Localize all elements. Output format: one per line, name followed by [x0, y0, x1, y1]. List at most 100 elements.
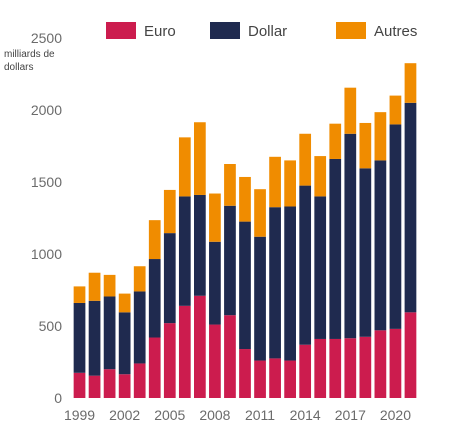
bar-stack-2016 [329, 123, 342, 398]
bar-dollar-2001 [103, 296, 116, 370]
bar-stack-1999 [73, 286, 86, 398]
y-tick-label: 2000 [31, 102, 62, 118]
bar-euro-2010 [239, 349, 251, 398]
x-tick-label: 2017 [335, 407, 366, 423]
bar-autres-2001 [103, 274, 116, 297]
bar-dollar-2005 [163, 233, 176, 324]
bar-euro-2008 [209, 324, 221, 398]
bar-autres-2012 [269, 156, 281, 208]
legend-label: Euro [144, 23, 176, 40]
legend-item-dollar: Dollar [210, 22, 287, 40]
bar-dollar-1999 [73, 302, 86, 373]
bar-dollar-2004 [148, 259, 161, 338]
bar-euro-2018 [359, 336, 372, 398]
bar-stack-2021 [404, 63, 417, 398]
bar-autres-2016 [329, 123, 342, 159]
bar-autres-2004 [148, 220, 161, 260]
legend-item-autres: Autres [336, 22, 417, 40]
bar-stack-2011 [254, 189, 266, 398]
bar-dollar-2002 [118, 312, 131, 375]
legend-label: Dollar [248, 23, 287, 40]
bar-dollar-2006 [178, 196, 191, 306]
y-axis-label: milliards de dollars [4, 49, 55, 73]
bar-autres-2003 [133, 266, 146, 292]
bar-dollar-2003 [133, 291, 146, 364]
x-tick-label: 1999 [64, 407, 95, 423]
y-tick-label: 1000 [31, 246, 62, 262]
y-axis: 0 500 1000 1500 2000 2500 [31, 30, 62, 406]
bar-euro-2004 [148, 337, 161, 398]
bar-dollar-2010 [239, 221, 251, 350]
x-tick-label: 2020 [380, 407, 411, 423]
bar-euro-2017 [344, 338, 357, 398]
x-tick-label: 2005 [154, 407, 185, 423]
bar-autres-2008 [209, 193, 221, 242]
bar-stack-2018 [359, 122, 372, 398]
bar-autres-2009 [224, 164, 236, 206]
bar-stack-2014 [299, 133, 312, 398]
bar-dollar-2020 [389, 124, 402, 329]
bar-dollar-2015 [314, 196, 327, 339]
bar-euro-2013 [284, 360, 296, 398]
bar-autres-2010 [239, 176, 251, 222]
bar-dollar-2009 [224, 205, 236, 316]
bar-dollar-2017 [344, 133, 357, 339]
y-tick-label: 500 [39, 318, 63, 334]
bar-stack-2019 [374, 112, 387, 398]
bar-dollar-2011 [254, 236, 266, 361]
bar-autres-2017 [344, 87, 357, 134]
legend-swatch [210, 22, 240, 39]
bar-autres-2015 [314, 156, 327, 197]
bar-dollar-2014 [299, 185, 312, 345]
y-tick-label: 2500 [31, 30, 62, 46]
x-tick-label: 2008 [199, 407, 230, 423]
bar-stack-2006 [178, 137, 191, 398]
legend: Euro Dollar Autres [106, 22, 417, 40]
bar-stack-2004 [148, 220, 161, 398]
bar-stack-2010 [239, 176, 251, 398]
bars [73, 63, 417, 398]
bar-stack-2013 [284, 160, 296, 398]
bar-dollar-2021 [404, 102, 417, 313]
y-tick-label: 0 [54, 390, 62, 406]
bar-stack-2002 [118, 293, 131, 398]
legend-label: Autres [374, 23, 417, 40]
bar-euro-2012 [269, 358, 281, 398]
bar-euro-2002 [118, 374, 131, 398]
legend-swatch [106, 22, 136, 39]
bar-stack-2015 [314, 156, 327, 398]
bar-euro-2005 [163, 323, 176, 398]
legend-swatch [336, 22, 366, 39]
bar-dollar-2013 [284, 206, 296, 361]
bar-euro-2003 [133, 363, 146, 398]
bar-stack-2001 [103, 274, 116, 398]
bar-stack-2003 [133, 266, 146, 398]
bar-autres-2000 [88, 272, 101, 301]
bar-euro-2000 [88, 375, 101, 398]
bar-stack-2009 [224, 164, 236, 398]
bar-euro-2007 [194, 295, 206, 398]
bar-euro-2011 [254, 360, 266, 398]
bar-euro-2021 [404, 312, 417, 398]
bar-autres-2014 [299, 133, 312, 186]
bar-autres-2007 [194, 122, 206, 195]
bar-stack-2008 [209, 193, 221, 398]
bar-euro-2015 [314, 338, 327, 398]
bar-euro-2020 [389, 328, 402, 398]
y-tick-label: 1500 [31, 174, 62, 190]
bar-dollar-2007 [194, 194, 206, 296]
bar-dollar-2018 [359, 168, 372, 337]
bar-euro-2006 [178, 305, 191, 398]
x-tick-label: 2011 [245, 407, 275, 423]
x-tick-label: 2002 [109, 407, 140, 423]
bar-euro-2009 [224, 315, 236, 398]
bar-euro-1999 [73, 372, 86, 398]
bar-stack-2020 [389, 95, 402, 398]
bar-stack-2005 [163, 189, 176, 398]
bar-euro-2014 [299, 344, 312, 398]
bar-stack-2000 [88, 272, 101, 398]
bar-dollar-2016 [329, 158, 342, 339]
bar-dollar-2000 [88, 300, 101, 376]
bar-autres-2018 [359, 122, 372, 169]
